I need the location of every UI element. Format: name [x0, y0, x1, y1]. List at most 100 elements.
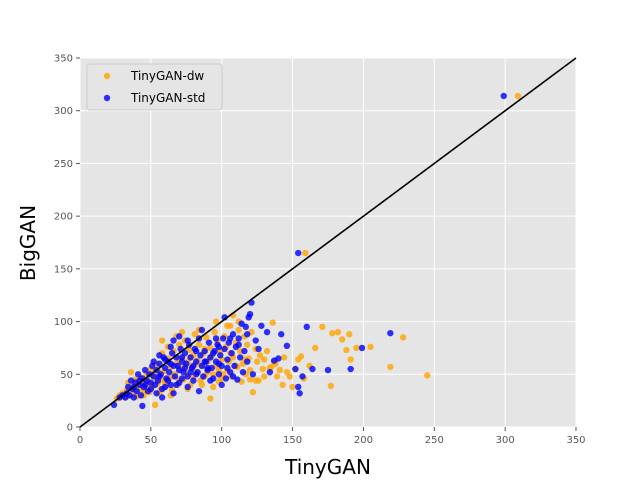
data-point-tinygan-dw — [191, 331, 198, 338]
data-point-tinygan-dw — [343, 346, 350, 354]
data-point-tinygan-std — [295, 249, 302, 257]
data-point-tinygan-std — [309, 365, 316, 373]
data-point-tinygan-dw — [353, 344, 360, 352]
data-point-tinygan-std — [161, 383, 169, 391]
data-point-tinygan-dw — [261, 373, 268, 380]
data-point-tinygan-dw — [202, 334, 210, 341]
data-point-tinygan-std — [170, 337, 177, 344]
x-tick-label: 350 — [566, 435, 585, 446]
data-point-tinygan-dw — [263, 347, 271, 355]
data-point-tinygan-dw — [338, 336, 346, 343]
x-tick-label: 0 — [77, 435, 83, 446]
data-point-tinygan-std — [193, 347, 200, 355]
legend-marker-tinygan-std — [103, 94, 111, 102]
y-tick-labels: 0 50 100 150 200 250 300 350 — [54, 54, 80, 434]
data-point-tinygan-std — [137, 392, 145, 399]
data-point-tinygan-std — [236, 354, 244, 361]
data-point-tinygan-dw — [283, 368, 291, 376]
data-point-tinygan-dw — [514, 92, 522, 100]
data-point-tinygan-std — [201, 358, 208, 365]
data-point-tinygan-std — [229, 373, 237, 380]
data-point-tinygan-std — [187, 354, 194, 361]
data-point-tinygan-std — [252, 337, 259, 344]
data-point-tinygan-dw — [252, 377, 259, 384]
data-point-tinygan-std — [171, 373, 179, 380]
data-point-tinygan-dw — [195, 341, 203, 348]
data-point-tinygan-std — [266, 368, 274, 376]
data-point-tinygan-dw — [276, 366, 284, 374]
data-point-tinygan-dw — [211, 328, 218, 336]
data-point-tinygan-std — [215, 371, 223, 378]
data-point-tinygan-std — [263, 328, 271, 336]
data-point-tinygan-std — [296, 390, 303, 397]
data-point-tinygan-dw — [261, 356, 268, 363]
legend-box — [86, 63, 223, 111]
data-point-tinygan-std — [235, 341, 242, 348]
data-point-tinygan-dw — [334, 328, 342, 336]
data-point-tinygan-std — [219, 335, 227, 342]
data-point-tinygan-std — [181, 364, 189, 372]
data-point-tinygan-std — [153, 390, 160, 397]
data-point-tinygan-std — [255, 345, 262, 353]
data-point-tinygan-std — [164, 377, 172, 384]
data-point-tinygan-std — [184, 383, 191, 391]
data-point-tinygan-std — [224, 364, 231, 372]
data-point-tinygan-std — [212, 335, 220, 342]
data-point-tinygan-dw — [280, 354, 288, 361]
legend-label-tinygan-std: TinyGAN-std — [130, 91, 205, 105]
data-point-tinygan-std — [278, 331, 285, 338]
data-point-tinygan-dw — [158, 337, 166, 344]
data-point-tinygan-std — [347, 365, 354, 373]
legend-marker-tinygan-dw — [103, 72, 111, 80]
data-point-tinygan-dw — [302, 249, 309, 257]
data-point-tinygan-std — [124, 383, 132, 391]
x-tick-label: 300 — [496, 435, 515, 446]
data-point-tinygan-std — [193, 371, 200, 378]
data-point-tinygan-std — [215, 343, 223, 351]
data-point-tinygan-std — [161, 364, 169, 372]
data-point-tinygan-dw — [269, 319, 276, 326]
y-tick-label: 200 — [54, 212, 73, 223]
data-point-tinygan-std — [161, 356, 169, 363]
data-point-tinygan-std — [156, 360, 163, 367]
data-point-tinygan-std — [139, 402, 146, 410]
data-point-tinygan-dw — [246, 376, 254, 383]
y-tick-label: 0 — [67, 423, 73, 434]
data-point-tinygan-std — [195, 387, 203, 395]
data-point-tinygan-std — [244, 358, 251, 365]
data-point-tinygan-std — [249, 371, 257, 378]
data-point-tinygan-dw — [279, 381, 286, 389]
data-point-tinygan-std — [127, 377, 135, 384]
data-point-tinygan-std — [156, 373, 163, 380]
data-point-tinygan-std — [235, 335, 242, 342]
y-tick-label: 250 — [54, 159, 73, 170]
data-point-tinygan-dw — [399, 334, 407, 341]
data-point-tinygan-std — [283, 342, 291, 350]
x-axis-label: TinyGAN — [284, 455, 371, 479]
data-point-tinygan-std — [150, 358, 157, 365]
data-point-tinygan-std — [156, 352, 163, 359]
data-point-tinygan-dw — [347, 356, 354, 363]
x-tick-label: 150 — [283, 435, 302, 446]
data-point-tinygan-std — [147, 385, 155, 393]
y-tick-label: 350 — [54, 54, 73, 65]
data-point-tinygan-dw — [224, 322, 231, 329]
data-point-tinygan-std — [210, 350, 217, 357]
data-point-tinygan-std — [158, 394, 166, 401]
data-point-tinygan-dw — [207, 395, 214, 402]
data-point-tinygan-std — [258, 322, 265, 329]
data-point-tinygan-dw — [424, 372, 431, 379]
data-point-tinygan-std — [204, 364, 211, 372]
grid-lines — [79, 57, 577, 428]
data-point-tinygan-std — [239, 368, 247, 376]
data-point-tinygan-std — [197, 352, 204, 359]
x-tick-labels: 0 50 100 150 200 250 300 350 — [77, 427, 586, 446]
data-point-tinygan-std — [303, 323, 310, 331]
data-point-tinygan-dw — [312, 344, 319, 352]
x-tick-label: 250 — [425, 435, 444, 446]
data-point-tinygan-std — [176, 366, 183, 374]
data-point-tinygan-std — [187, 368, 194, 376]
data-point-tinygan-dw — [319, 323, 326, 331]
data-point-tinygan-std — [217, 352, 224, 359]
y-axis-label: BigGAN — [16, 205, 40, 281]
